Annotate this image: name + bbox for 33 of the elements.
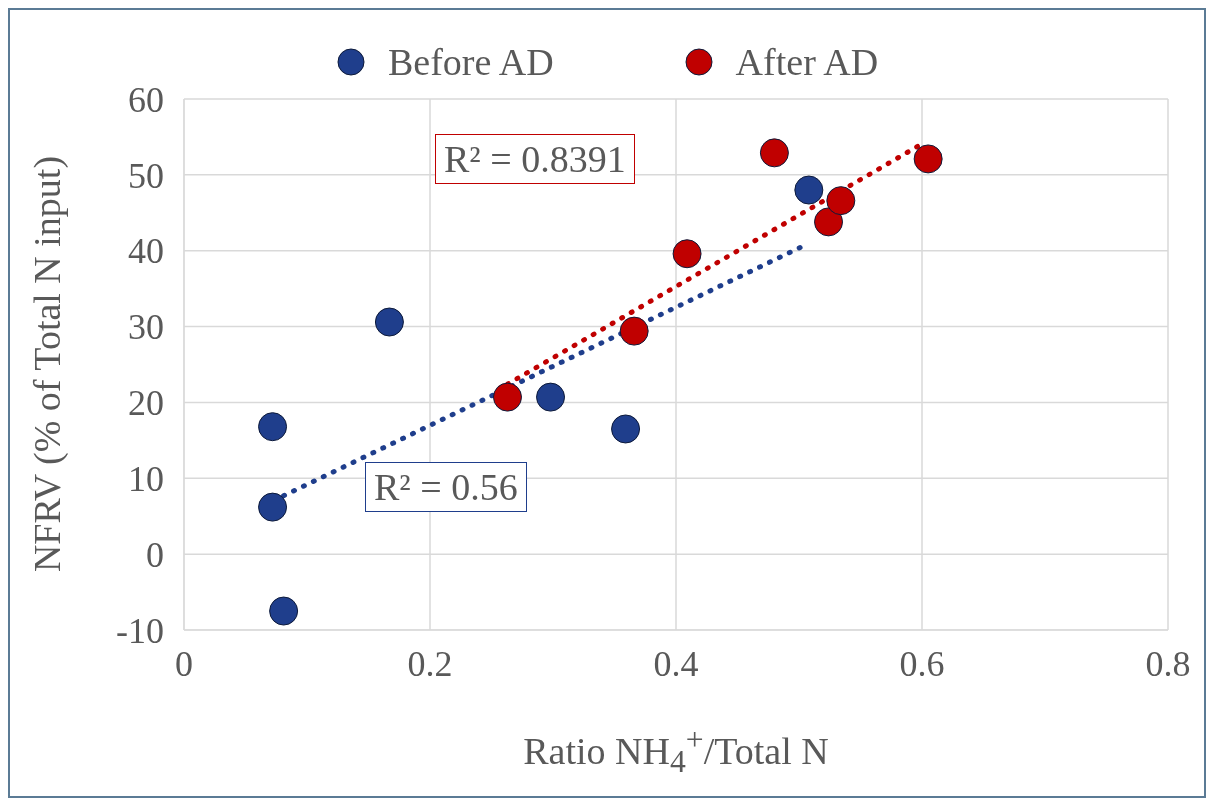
point: [258, 412, 288, 442]
y-tick-label: 40: [128, 231, 164, 272]
y-tick-label: -10: [116, 610, 164, 651]
legend-label: Before AD: [387, 40, 554, 84]
annotation: R² = 0.8391: [435, 134, 635, 184]
point: [814, 207, 844, 237]
y-tick-label: 60: [128, 79, 164, 120]
point: [913, 144, 943, 174]
legend-label: After AD: [735, 40, 879, 84]
y-axis-title: NFRV (% of Total N input): [26, 154, 68, 575]
x-tick-label: 0.2: [407, 643, 453, 684]
point: [619, 316, 649, 346]
point: [611, 414, 641, 444]
x-tick-label: 0.6: [899, 643, 945, 684]
y-tick-label: 50: [128, 155, 164, 196]
point: [794, 175, 824, 205]
y-tick-label: 0: [146, 534, 164, 575]
y-tick-label: 30: [128, 307, 164, 348]
point: [492, 382, 522, 412]
point: [374, 307, 404, 337]
x-tick-label: 0.4: [653, 643, 699, 684]
point: [269, 596, 299, 626]
point: [258, 492, 288, 522]
point: [672, 239, 702, 269]
x-tick-label: 0.8: [1145, 643, 1191, 684]
y-tick-label: 20: [128, 383, 164, 424]
annotation: R² = 0.56: [365, 462, 527, 512]
x-tick-label: 0: [175, 643, 193, 684]
point: [826, 186, 856, 216]
point: [759, 138, 789, 168]
y-tick-label: 10: [128, 459, 164, 500]
point: [536, 382, 566, 412]
x-axis-title: Ratio NH$_{4}$$^{+}$/Total N: [522, 722, 830, 781]
